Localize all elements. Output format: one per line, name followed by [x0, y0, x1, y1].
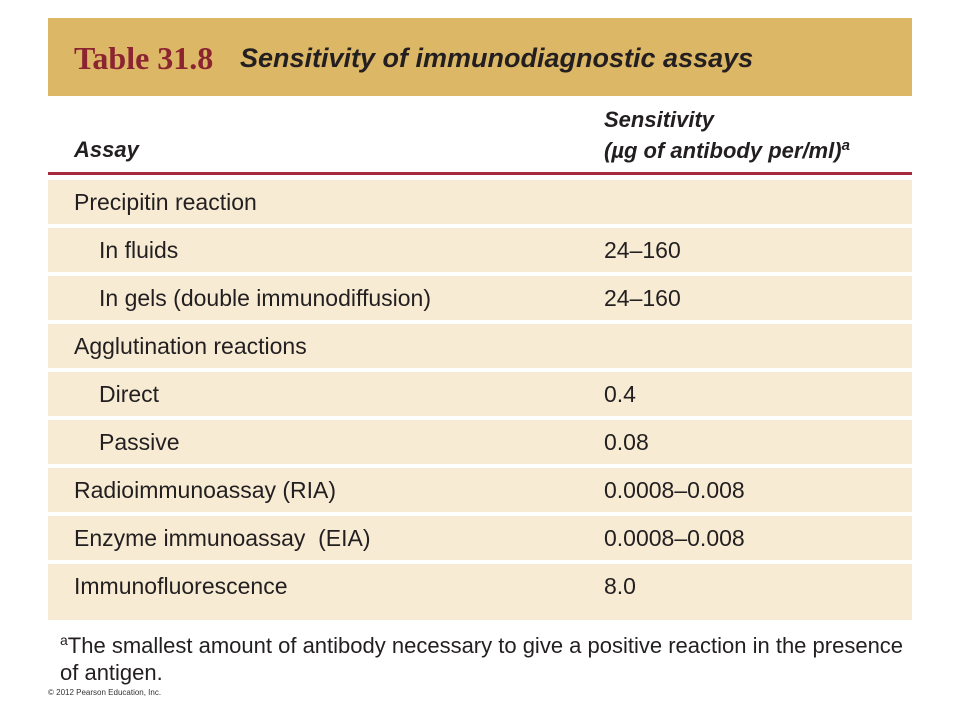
sensitivity-header-line2: (µg of antibody per/ml)	[604, 138, 842, 163]
column-header-sensitivity: Sensitivity (µg of antibody per/ml)a	[604, 104, 850, 166]
sensitivity-footnote-mark: a	[841, 137, 850, 154]
table-number: Table 31.8	[74, 40, 214, 76]
sensitivity-cell: 24–160	[604, 285, 681, 311]
header-rule	[48, 172, 912, 175]
table-row: Radioimmunoassay (RIA) 0.0008–0.008	[48, 468, 912, 512]
assay-cell: In fluids	[99, 237, 179, 263]
sensitivity-cell: 0.0008–0.008	[604, 525, 745, 551]
assay-cell: Immunofluorescence	[74, 573, 288, 599]
sensitivity-cell: 0.0008–0.008	[604, 477, 745, 503]
table-footnote: aThe smallest amount of antibody necessa…	[60, 632, 920, 686]
table-header: Assay Sensitivity (µg of antibody per/ml…	[48, 96, 912, 172]
sensitivity-cell: 0.4	[604, 381, 636, 407]
sensitivity-cell: 0.08	[604, 429, 649, 455]
table-row: Agglutination reactions	[48, 324, 912, 368]
sensitivity-cell: 24–160	[604, 237, 681, 263]
assay-cell: Direct	[99, 381, 160, 407]
table-row: In fluids 24–160	[48, 228, 912, 272]
column-header-assay: Assay	[74, 137, 139, 162]
table-row: Enzyme immunoassay (EIA) 0.0008–0.008	[48, 516, 912, 560]
footnote-text: The smallest amount of antibody necessar…	[60, 633, 904, 685]
assay-cell: Enzyme immunoassay (EIA)	[74, 525, 371, 551]
assay-cell: Agglutination reactions	[74, 333, 307, 359]
table-row: Precipitin reaction	[48, 180, 912, 224]
copyright-notice: © 2012 Pearson Education, Inc.	[48, 688, 162, 697]
sensitivity-header-line1: Sensitivity	[604, 107, 715, 132]
assay-cell: In gels (double immunodiffusion)	[99, 285, 431, 311]
sensitivity-cell: 8.0	[604, 573, 636, 599]
assay-cell: Radioimmunoassay (RIA)	[74, 477, 337, 503]
table-row: Passive 0.08	[48, 420, 912, 464]
table-row: Immunofluorescence 8.0	[48, 564, 912, 620]
table-title-bar: Table 31.8 Sensitivity of immunodiagnost…	[48, 18, 912, 96]
table-title: Sensitivity of immunodiagnostic assays	[240, 43, 754, 73]
assay-cell: Precipitin reaction	[74, 189, 257, 215]
footnote-mark: a	[60, 632, 68, 648]
table-row: In gels (double immunodiffusion) 24–160	[48, 276, 912, 320]
assay-cell: Passive	[99, 429, 180, 455]
table-row: Direct 0.4	[48, 372, 912, 416]
